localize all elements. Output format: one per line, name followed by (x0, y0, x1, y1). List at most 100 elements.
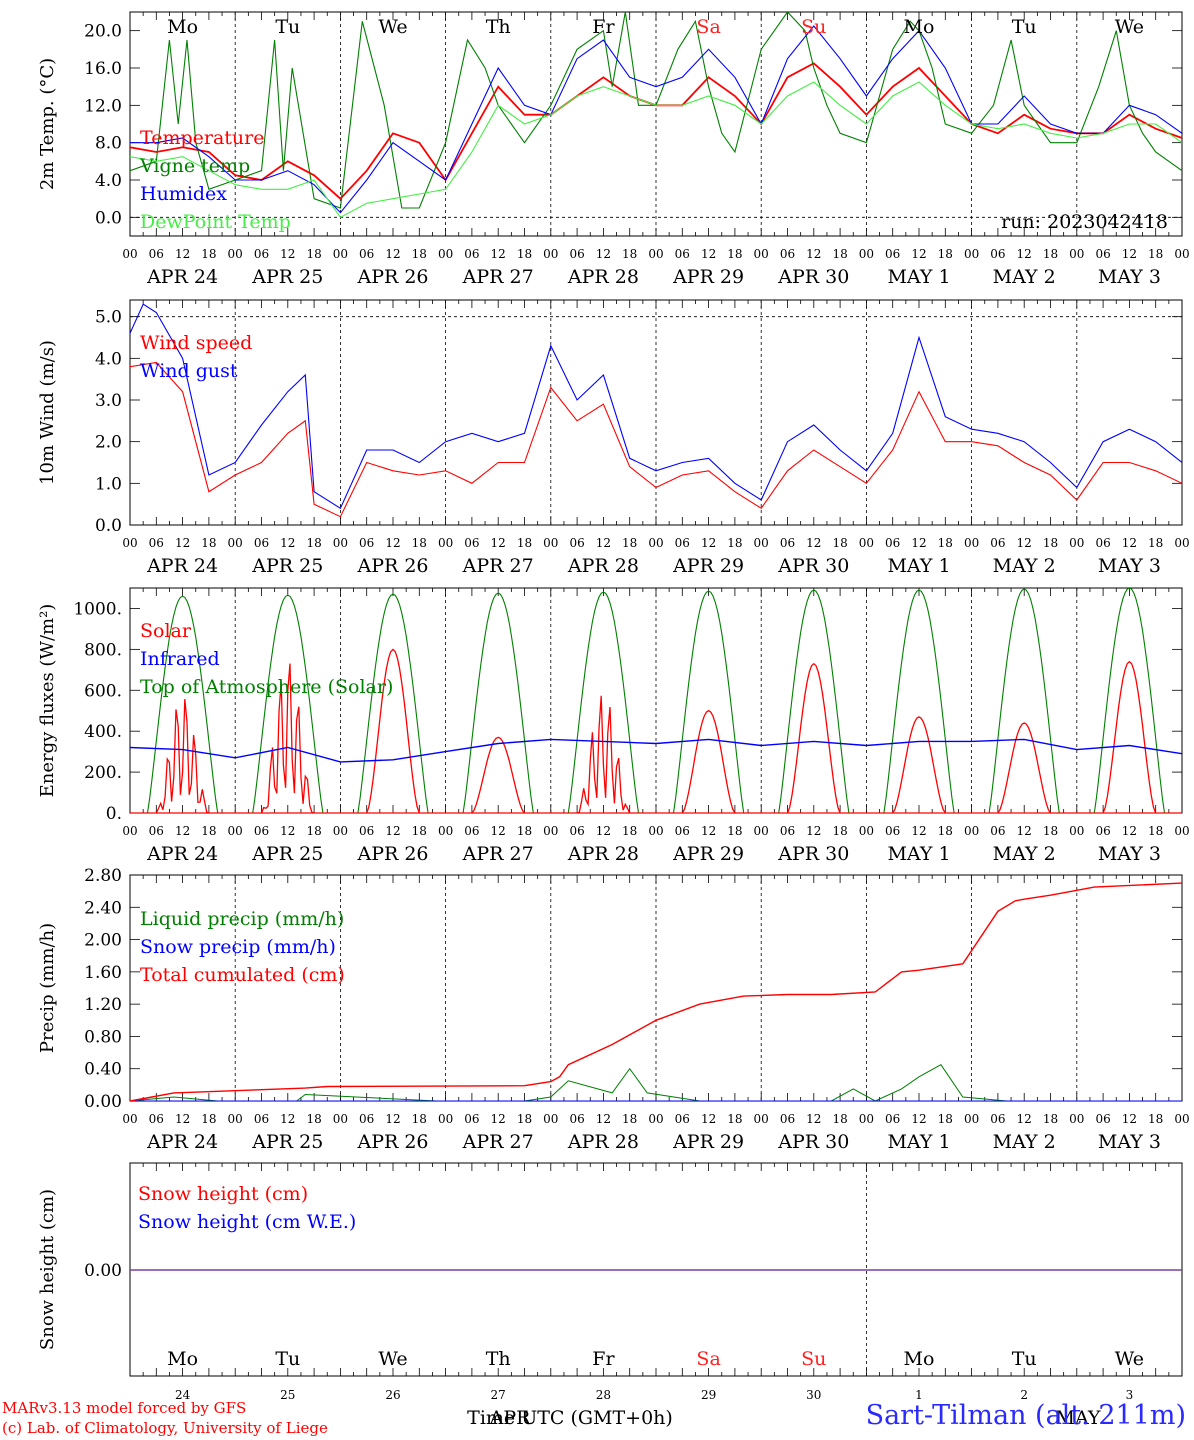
hour-tick-label: 06 (254, 536, 269, 550)
hour-tick-label: 00 (1174, 824, 1189, 838)
hour-tick-label: 12 (596, 247, 611, 261)
legend-entry: Snow precip (mm/h) (140, 936, 336, 958)
hour-tick-label: 06 (675, 1112, 690, 1126)
hour-tick-label: 00 (754, 824, 769, 838)
hour-tick-label: 12 (911, 536, 926, 550)
date-label: APR 29 (672, 555, 744, 577)
hour-tick-label: 00 (1174, 1112, 1189, 1126)
model-credit: MARv3.13 model forced by GFS (c) Lab. of… (2, 1398, 328, 1438)
hour-tick-label: 06 (569, 247, 584, 261)
hour-tick-label: 06 (149, 247, 164, 261)
date-label: APR 25 (251, 843, 323, 865)
solar-curve (576, 695, 631, 813)
y-tick-label: 0.0 (95, 516, 122, 536)
date-label: APR 26 (356, 266, 428, 288)
hour-tick-label: 00 (1174, 247, 1189, 261)
credit-line-1: MARv3.13 model forced by GFS (2, 1399, 247, 1417)
date-label: MAY 2 (993, 1131, 1056, 1153)
month-label-may: MAY (1056, 1407, 1101, 1429)
hour-tick-label: 06 (254, 247, 269, 261)
weekday-label: Su (801, 1348, 826, 1370)
hour-tick-label: 00 (543, 536, 558, 550)
hour-tick-label: 12 (1122, 536, 1137, 550)
hour-tick-label: 00 (333, 536, 348, 550)
panel-5: 0.00 Snow height (cm) Snow height (cm W.E.… (37, 1162, 1183, 1429)
hour-tick-label: 12 (491, 1112, 506, 1126)
hour-tick-label: 12 (1017, 247, 1032, 261)
series-line (130, 62, 1182, 200)
toa-curve (567, 591, 640, 813)
hour-tick-label: 06 (359, 824, 374, 838)
hour-tick-label: 00 (333, 1112, 348, 1126)
hour-tick-label: 12 (596, 536, 611, 550)
series-line (130, 25, 1182, 214)
hour-tick-label: 06 (569, 536, 584, 550)
hour-tick-label: 00 (859, 1112, 874, 1126)
hour-tick-label: 06 (780, 536, 795, 550)
hour-tick-label: 12 (491, 247, 506, 261)
hour-tick-label: 18 (832, 536, 847, 550)
y-tick-label: 0.00 (84, 1092, 122, 1112)
y-tick-label: 20.0 (84, 22, 122, 42)
hour-tick-label: 12 (491, 536, 506, 550)
hour-tick-label: 12 (175, 247, 190, 261)
hour-tick-label: 18 (412, 536, 427, 550)
hour-tick-label: 00 (964, 536, 979, 550)
hour-tick-label: 18 (1148, 1112, 1163, 1126)
date-label: APR 25 (251, 1131, 323, 1153)
hour-tick-label: 00 (964, 247, 979, 261)
day-number-label: 2 (1020, 1388, 1028, 1402)
hour-tick-label: 00 (228, 247, 243, 261)
date-label: APR 30 (777, 555, 849, 577)
solar-curve (997, 722, 1052, 813)
date-label: MAY 3 (1098, 266, 1161, 288)
hour-tick-label: 18 (1043, 247, 1058, 261)
day-number-label: 29 (701, 1388, 716, 1402)
date-label: APR 30 (777, 843, 849, 865)
date-label: MAY 2 (993, 555, 1056, 577)
y-axis-title: Energy fluxes (W/m²) (37, 604, 58, 798)
legend-entry: Temperature (140, 127, 264, 149)
hour-tick-label: 18 (306, 824, 321, 838)
hour-tick-label: 12 (596, 824, 611, 838)
hour-tick-label: 12 (280, 824, 295, 838)
hour-tick-label: 18 (938, 536, 953, 550)
y-tick-label: 4.0 (95, 171, 122, 191)
hour-tick-label: 18 (727, 536, 742, 550)
hour-tick-label: 06 (464, 247, 479, 261)
y-tick-label: 2.00 (84, 931, 122, 951)
hour-tick-label: 00 (543, 824, 558, 838)
date-label: MAY 3 (1098, 555, 1161, 577)
hour-tick-label: 00 (648, 824, 663, 838)
hour-tick-label: 06 (464, 536, 479, 550)
series-line (130, 81, 1182, 219)
weekday-label: We (1115, 16, 1144, 38)
infrared-line (130, 738, 1182, 763)
hour-tick-label: 12 (280, 536, 295, 550)
weekday-label: We (378, 16, 407, 38)
hour-tick-label: 18 (832, 1112, 847, 1126)
hour-tick-label: 00 (438, 536, 453, 550)
panel-4: 0.00 0.40 0.80 1.20 1.60 2.00 2.40 2.80 Liquid p… (37, 866, 1190, 1153)
weekday-label: Mo (167, 1348, 198, 1370)
hour-tick-label: 18 (201, 1112, 216, 1126)
hour-tick-label: 18 (938, 824, 953, 838)
y-tick-label: 800. (84, 640, 122, 660)
date-label: APR 30 (777, 1131, 849, 1153)
hour-tick-label: 00 (754, 536, 769, 550)
hour-tick-label: 00 (543, 1112, 558, 1126)
y-tick-label: 0.80 (84, 1027, 122, 1047)
hour-tick-label: 00 (228, 824, 243, 838)
hour-tick-label: 06 (464, 1112, 479, 1126)
date-label: MAY 3 (1098, 1131, 1161, 1153)
date-label: APR 27 (462, 266, 534, 288)
y-tick-label: 200. (84, 763, 122, 783)
hour-tick-label: 18 (517, 824, 532, 838)
weekday-label: Mo (904, 16, 935, 38)
legend-entry: Solar (140, 620, 192, 642)
date-label: APR 26 (356, 843, 428, 865)
hour-tick-label: 00 (228, 536, 243, 550)
hour-tick-label: 06 (885, 247, 900, 261)
hour-tick-label: 06 (149, 824, 164, 838)
hour-tick-label: 06 (1095, 824, 1110, 838)
